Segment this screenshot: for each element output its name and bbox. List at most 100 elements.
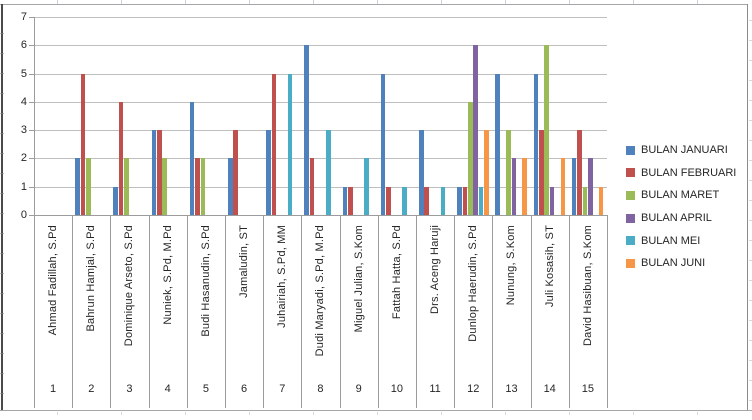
- bar[interactable]: [533, 73, 539, 215]
- bar[interactable]: [233, 130, 239, 215]
- category-number: 15: [581, 383, 595, 395]
- bar[interactable]: [522, 158, 528, 215]
- column-gridline-stub-bottom: [697, 412, 698, 415]
- bar[interactable]: [462, 186, 468, 215]
- y-gridline: [34, 73, 607, 75]
- bar[interactable]: [424, 186, 430, 215]
- bar[interactable]: [506, 130, 511, 215]
- bar[interactable]: [544, 45, 550, 215]
- legend-item[interactable]: BULAN JANUARI: [626, 139, 728, 162]
- y-gridline: [34, 101, 607, 103]
- bar[interactable]: [156, 130, 162, 215]
- category-divider: [416, 215, 417, 408]
- column-gridline-stub-bottom: [313, 412, 314, 415]
- legend-item[interactable]: BULAN MARET: [626, 184, 719, 207]
- y-gridline: [34, 186, 607, 188]
- bar[interactable]: [495, 73, 501, 215]
- bar[interactable]: [347, 186, 353, 215]
- bar[interactable]: [386, 186, 391, 215]
- bar[interactable]: [80, 73, 86, 215]
- legend-swatch-icon: [626, 190, 635, 200]
- row-gridline-stub-left: [0, 193, 4, 194]
- row-gridline-stub: [749, 20, 752, 21]
- y-axis-label: 7: [20, 11, 27, 23]
- y-axis-label: 0: [20, 209, 27, 221]
- bar[interactable]: [587, 158, 593, 215]
- y-axis-label: 1: [20, 180, 27, 193]
- bar[interactable]: [85, 158, 91, 215]
- bar[interactable]: [287, 73, 293, 215]
- bar[interactable]: [118, 101, 124, 215]
- category-number: 14: [543, 383, 556, 395]
- bar[interactable]: [467, 101, 473, 215]
- chart-legend[interactable]: BULAN JANUARI BULAN FEBRUARI BULAN MARET BU…: [626, 139, 748, 275]
- bar[interactable]: [484, 130, 489, 215]
- column-gridline-stub-bottom: [249, 412, 250, 415]
- bar[interactable]: [227, 158, 233, 215]
- row-gridline-stub: [749, 100, 752, 101]
- bar[interactable]: [162, 158, 168, 215]
- category-label-cell: Jamaludin, ST: [225, 215, 263, 380]
- category-label-cell: Juli Kosasih, ST: [531, 215, 569, 380]
- row-gridline-stub-left: [0, 233, 4, 234]
- bar[interactable]: [511, 158, 517, 215]
- bar[interactable]: [473, 45, 479, 215]
- legend-item[interactable]: BULAN JUNI: [626, 252, 705, 275]
- y-axis-tick: [29, 186, 34, 188]
- category-number: 7: [279, 383, 286, 395]
- bar[interactable]: [271, 73, 277, 215]
- bar[interactable]: [538, 130, 544, 215]
- bar[interactable]: [151, 130, 157, 215]
- bar[interactable]: [200, 158, 206, 215]
- bar[interactable]: [113, 186, 119, 215]
- bar[interactable]: [440, 186, 446, 215]
- row-gridline-stub-left: [0, 173, 4, 174]
- bar[interactable]: [309, 158, 315, 215]
- bar[interactable]: [577, 130, 582, 215]
- bar[interactable]: [478, 186, 484, 215]
- bar[interactable]: [598, 186, 604, 215]
- bar[interactable]: [380, 73, 386, 215]
- legend-label: BULAN JUNI: [641, 257, 706, 270]
- bar[interactable]: [195, 158, 200, 215]
- bar[interactable]: [124, 158, 129, 215]
- legend-swatch-icon: [626, 213, 635, 223]
- bar[interactable]: [418, 130, 424, 215]
- legend-label: BULAN MARET: [641, 189, 720, 202]
- bar[interactable]: [75, 158, 80, 215]
- legend-item[interactable]: BULAN APRIL: [626, 207, 712, 230]
- legend-item[interactable]: BULAN FEBRUARI: [626, 162, 736, 185]
- category-label: Nunung, S.Kom: [505, 225, 518, 306]
- y-gridline: [34, 158, 607, 160]
- bar[interactable]: [266, 130, 271, 215]
- column-gridline-stub-bottom: [633, 412, 634, 415]
- bar[interactable]: [189, 101, 195, 215]
- bar[interactable]: [571, 158, 577, 215]
- bar[interactable]: [582, 186, 588, 215]
- bar[interactable]: [364, 158, 369, 215]
- bar[interactable]: [457, 186, 462, 215]
- y-gridline: [34, 45, 607, 47]
- bar[interactable]: [560, 158, 566, 215]
- bar[interactable]: [549, 186, 555, 215]
- legend-swatch-icon: [626, 258, 635, 268]
- column-gridline-stub: [697, 0, 698, 4]
- category-label: Miguel Julian, S.Kom: [352, 225, 365, 333]
- row-gridline-stub: [749, 160, 752, 161]
- bar[interactable]: [342, 186, 348, 215]
- column-gridline-stub: [121, 0, 122, 4]
- legend-item[interactable]: BULAN MEI: [626, 229, 700, 252]
- y-axis-tick: [29, 45, 34, 47]
- bar[interactable]: [304, 45, 310, 215]
- category-label: Fattah Hatta, S.Pd: [390, 225, 403, 320]
- column-gridline-stub: [505, 0, 506, 4]
- row-gridline-stub-left: [0, 133, 4, 134]
- category-divider: [186, 215, 188, 408]
- category-label-cell: Ahmad Fadillah, S.Pd: [34, 215, 72, 380]
- row-gridline-stub-left: [0, 113, 4, 114]
- y-axis-tick: [29, 101, 34, 103]
- bar[interactable]: [402, 186, 408, 215]
- bar[interactable]: [325, 130, 331, 215]
